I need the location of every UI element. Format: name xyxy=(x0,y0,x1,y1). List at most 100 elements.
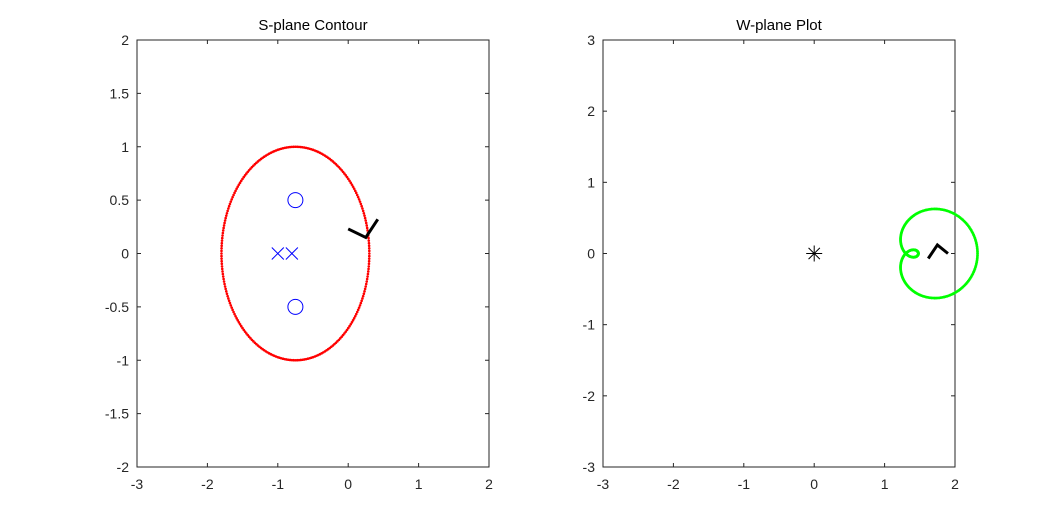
x-tick-label: -2 xyxy=(201,476,214,492)
contour-point xyxy=(367,259,371,263)
contour-point xyxy=(359,301,363,305)
contour-point xyxy=(233,191,236,195)
y-tick-label: -1 xyxy=(583,317,596,333)
w-plane-point xyxy=(976,253,979,257)
contour-point xyxy=(367,241,371,245)
y-tick-label: 2 xyxy=(121,32,129,48)
w-plane-ticks: -3 -2 -1 0 1 2 -3 -2 -1 0 1 2 3 xyxy=(583,32,960,492)
x-tick-label: 2 xyxy=(485,476,493,492)
contour-point xyxy=(354,312,358,316)
y-tick-label: -0.5 xyxy=(105,299,129,315)
y-tick-label: 3 xyxy=(587,32,595,48)
w-plane-axes: W-plane Plot -3 -2 -1 0 1 2 -3 -2 -1 0 1 2 3 xyxy=(583,17,979,492)
contour-point xyxy=(220,252,223,255)
y-tick-label: -1.5 xyxy=(105,406,129,422)
contour-point xyxy=(227,204,231,208)
contour-point xyxy=(220,259,223,263)
contour-point xyxy=(367,236,370,240)
contour-point xyxy=(363,216,367,220)
x-tick-label: -3 xyxy=(131,476,144,492)
contour-point xyxy=(352,187,356,190)
contour-point xyxy=(350,321,354,324)
contour-point xyxy=(225,211,229,215)
contour-point xyxy=(355,193,359,197)
y-tick-label: -3 xyxy=(583,459,596,475)
contour-point xyxy=(351,319,355,322)
contour-point xyxy=(237,183,241,186)
contour-point xyxy=(234,314,237,318)
s-plane-ticks: -3 -2 -1 0 1 2-2-1.5-1-0.500.511.52 xyxy=(105,32,493,492)
contour-point xyxy=(242,175,246,179)
y-tick-label: 0 xyxy=(121,246,129,262)
contour-point xyxy=(365,226,369,230)
contour-point xyxy=(367,254,371,258)
x-tick-label: -1 xyxy=(272,476,285,492)
contour-point xyxy=(356,308,360,312)
contour-point xyxy=(230,306,233,309)
contour-point xyxy=(237,321,241,324)
direction-arrow xyxy=(347,218,380,240)
contour-point xyxy=(233,312,236,316)
contour-point xyxy=(354,191,358,195)
contour-point xyxy=(367,257,371,260)
contour-point xyxy=(359,202,363,206)
pole-marker-stroke xyxy=(271,247,285,260)
contour-point xyxy=(362,211,366,215)
y-tick-label: 0.5 xyxy=(110,192,130,208)
contour-point xyxy=(366,272,370,276)
s-plane-title: S-plane Contour xyxy=(258,17,367,34)
contour-point xyxy=(229,304,233,307)
contour-point xyxy=(361,294,365,298)
contour-point xyxy=(358,200,362,203)
contour-point xyxy=(226,209,229,213)
contour-point xyxy=(365,277,369,281)
x-tick-label: 0 xyxy=(810,476,818,492)
contour-point xyxy=(220,254,223,258)
contour-point xyxy=(221,270,224,273)
contour-point xyxy=(220,249,223,253)
contour-point xyxy=(353,189,357,193)
y-tick-label: -2 xyxy=(583,388,596,404)
contour-point xyxy=(365,224,369,227)
contour-point xyxy=(232,310,235,314)
contour-point xyxy=(220,244,223,248)
contour-point xyxy=(361,297,364,300)
y-tick-label: -1 xyxy=(117,352,130,368)
contour-point xyxy=(220,241,224,245)
contour-point xyxy=(367,267,370,271)
y-tick-label: 1 xyxy=(587,174,595,190)
contour-point xyxy=(238,181,242,185)
contour-point xyxy=(367,262,371,266)
contour-point xyxy=(363,214,366,217)
contour-point xyxy=(223,219,227,222)
y-tick-label: -2 xyxy=(117,459,130,475)
contour-point xyxy=(363,287,367,291)
contour-point xyxy=(221,231,225,235)
pole-marker xyxy=(285,247,299,260)
contour-point xyxy=(357,198,361,201)
contour-point xyxy=(228,301,232,305)
contour-point xyxy=(222,224,226,227)
contour-point xyxy=(349,181,353,185)
contour-point xyxy=(231,195,234,199)
contour-point xyxy=(367,247,371,250)
direction-arrow xyxy=(927,242,949,260)
contour-point xyxy=(367,265,371,268)
w-plane-data xyxy=(806,207,979,300)
zero-marker xyxy=(287,298,304,315)
contour-point xyxy=(355,310,359,314)
contour-point xyxy=(236,185,240,188)
contour-point xyxy=(348,179,351,183)
y-tick-label: 1.5 xyxy=(110,85,130,101)
contour-point xyxy=(364,285,368,288)
contour-point xyxy=(221,275,225,278)
contour-point xyxy=(364,282,368,286)
contour-point xyxy=(241,177,244,181)
origin-marker-stroke xyxy=(808,247,821,260)
contour-point xyxy=(362,292,366,296)
x-tick-label: -1 xyxy=(738,476,751,492)
contour-point xyxy=(364,219,368,222)
contour-point xyxy=(229,200,233,203)
